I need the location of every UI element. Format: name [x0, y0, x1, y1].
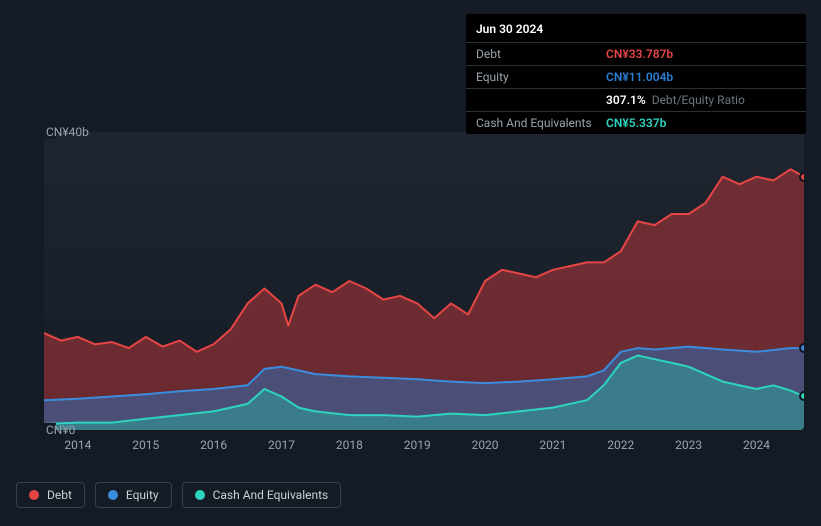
legend-item-equity[interactable]: Equity	[95, 482, 172, 508]
tooltip-date: Jun 30 2024	[466, 14, 806, 42]
x-axis-label: 2023	[675, 438, 702, 452]
chart-legend: Debt Equity Cash And Equivalents	[16, 482, 341, 508]
legend-dot-icon	[29, 490, 39, 500]
x-axis-label: 2014	[64, 438, 91, 452]
legend-dot-icon	[195, 490, 205, 500]
debt-equity-chart: CN¥40bCN¥0 20142015201620172018201920202…	[16, 122, 806, 462]
x-axis-label: 2024	[743, 438, 770, 452]
legend-dot-icon	[108, 490, 118, 500]
x-axis-label: 2016	[200, 438, 227, 452]
tooltip-row: EquityCN¥11.004b	[466, 65, 806, 88]
tooltip-row-value: CN¥33.787b	[606, 47, 673, 61]
x-axis-label: 2022	[607, 438, 634, 452]
chart-plot-area[interactable]	[44, 132, 804, 430]
legend-item-cash-and-equivalents[interactable]: Cash And Equivalents	[182, 482, 342, 508]
series-end-marker-equity	[799, 343, 804, 353]
y-axis-label: CN¥0	[44, 423, 56, 437]
tooltip-row: DebtCN¥33.787b	[466, 42, 806, 65]
tooltip-row-label: Debt	[476, 47, 606, 61]
series-end-marker-debt	[799, 172, 804, 182]
series-end-marker-cash	[799, 391, 804, 401]
legend-label: Debt	[47, 488, 72, 502]
x-axis: 2014 2015 2016 2017 2018 2019 2020 2021 2022 2023…	[44, 438, 804, 458]
x-axis-label: 2018	[336, 438, 363, 452]
tooltip-row-label: Cash And Equivalents	[476, 116, 606, 130]
tooltip-row-value: 307.1%	[606, 93, 646, 107]
tooltip-row-value: CN¥11.004b	[606, 70, 673, 84]
x-axis-label: 2021	[539, 438, 566, 452]
x-axis-label: 2017	[268, 438, 295, 452]
y-axis-label: CN¥40b	[44, 125, 56, 139]
legend-label: Equity	[126, 488, 159, 502]
tooltip-row-value: CN¥5.337b	[606, 116, 666, 130]
legend-item-debt[interactable]: Debt	[16, 482, 85, 508]
tooltip-row: Cash And EquivalentsCN¥5.337b	[466, 111, 806, 134]
x-axis-label: 2015	[132, 438, 159, 452]
chart-tooltip: Jun 30 2024 DebtCN¥33.787bEquityCN¥11.00…	[466, 14, 806, 134]
tooltip-row-extra: Debt/Equity Ratio	[652, 93, 745, 107]
x-axis-label: 2020	[472, 438, 499, 452]
tooltip-row-label: Equity	[476, 70, 606, 84]
legend-label: Cash And Equivalents	[213, 488, 329, 502]
tooltip-row: 307.1% Debt/Equity Ratio	[466, 88, 806, 111]
x-axis-label: 2019	[404, 438, 431, 452]
